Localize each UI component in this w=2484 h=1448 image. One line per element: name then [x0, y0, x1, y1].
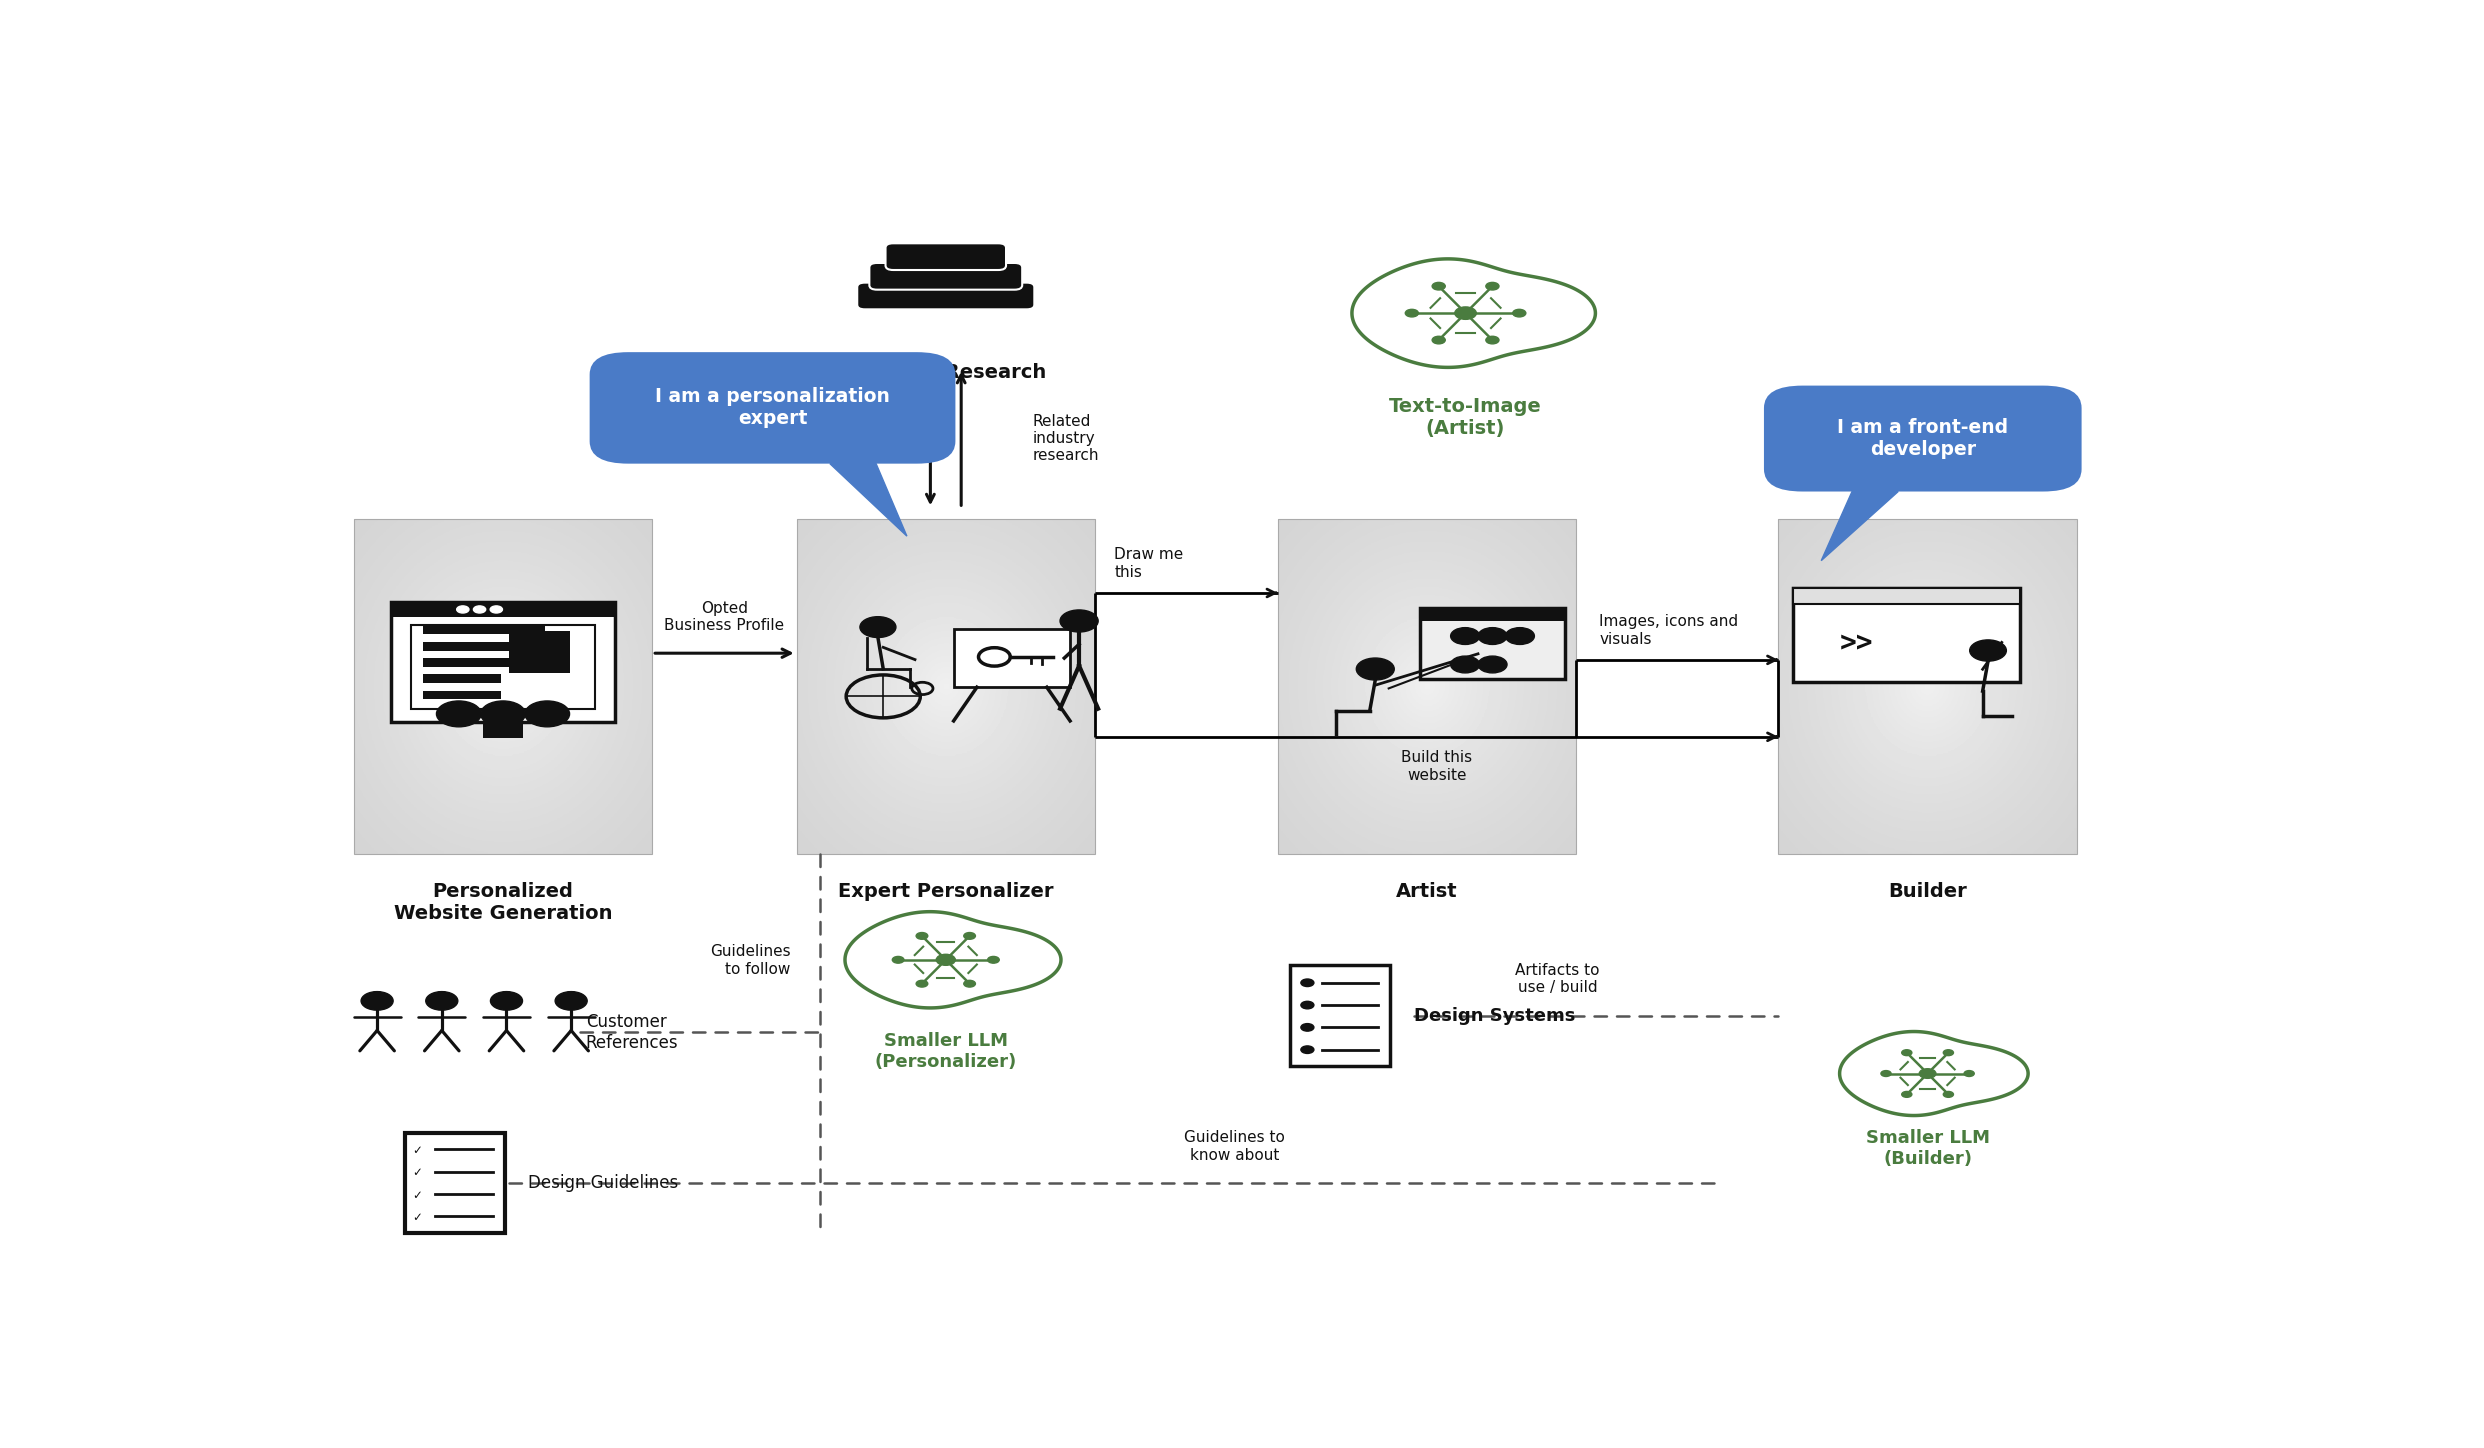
- Circle shape: [1485, 282, 1498, 290]
- Circle shape: [1478, 627, 1508, 644]
- Circle shape: [524, 701, 569, 727]
- Circle shape: [964, 933, 976, 940]
- Circle shape: [1433, 336, 1446, 343]
- Circle shape: [489, 605, 502, 613]
- Text: ✓: ✓: [412, 1144, 422, 1157]
- Circle shape: [1880, 1070, 1890, 1076]
- FancyBboxPatch shape: [482, 721, 524, 738]
- FancyBboxPatch shape: [1793, 588, 2019, 604]
- FancyBboxPatch shape: [392, 602, 614, 721]
- Circle shape: [1406, 310, 1418, 317]
- Circle shape: [1302, 979, 1314, 986]
- FancyBboxPatch shape: [1764, 385, 2082, 491]
- FancyBboxPatch shape: [869, 264, 1023, 290]
- Text: Related
industry
research: Related industry research: [1033, 414, 1098, 463]
- Circle shape: [554, 992, 586, 1011]
- Circle shape: [1451, 656, 1480, 673]
- FancyBboxPatch shape: [422, 691, 502, 699]
- Circle shape: [1061, 610, 1098, 631]
- Text: ✓: ✓: [412, 1211, 422, 1224]
- FancyBboxPatch shape: [422, 641, 546, 650]
- Circle shape: [1505, 627, 1535, 644]
- Text: Guidelines to
know about: Guidelines to know about: [1185, 1131, 1284, 1163]
- Text: Guidelines
to follow: Guidelines to follow: [710, 944, 790, 976]
- Circle shape: [1485, 336, 1498, 343]
- Text: Expert Personalizer: Expert Personalizer: [837, 882, 1053, 901]
- Circle shape: [1903, 1050, 1913, 1056]
- Circle shape: [1920, 1069, 1935, 1079]
- Text: Design Guidelines: Design Guidelines: [529, 1174, 678, 1192]
- Text: Design Systems: Design Systems: [1413, 1006, 1575, 1025]
- Text: I am a personalization
expert: I am a personalization expert: [656, 388, 889, 429]
- Circle shape: [489, 992, 522, 1011]
- Circle shape: [1456, 307, 1475, 320]
- Circle shape: [1451, 627, 1480, 644]
- FancyBboxPatch shape: [422, 659, 546, 666]
- FancyBboxPatch shape: [1421, 608, 1565, 679]
- Text: Opted
Business Profile: Opted Business Profile: [663, 601, 785, 633]
- Circle shape: [482, 701, 524, 727]
- Text: Customer
References: Customer References: [586, 1014, 678, 1051]
- Circle shape: [1302, 1024, 1314, 1031]
- Circle shape: [989, 957, 999, 963]
- Circle shape: [892, 957, 904, 963]
- Text: Artifacts to
use / build: Artifacts to use / build: [1515, 963, 1600, 995]
- Text: Smaller LLM
(Personalizer): Smaller LLM (Personalizer): [874, 1032, 1016, 1072]
- Text: Build this
website: Build this website: [1401, 750, 1473, 782]
- Circle shape: [1302, 1002, 1314, 1009]
- FancyBboxPatch shape: [392, 602, 614, 617]
- FancyBboxPatch shape: [1421, 608, 1565, 621]
- Circle shape: [917, 980, 929, 988]
- FancyBboxPatch shape: [589, 352, 956, 463]
- Circle shape: [1433, 282, 1446, 290]
- FancyBboxPatch shape: [1793, 588, 2019, 682]
- FancyBboxPatch shape: [857, 282, 1033, 310]
- Text: ✓: ✓: [412, 1189, 422, 1202]
- FancyBboxPatch shape: [422, 675, 502, 683]
- Circle shape: [1970, 640, 2007, 662]
- Circle shape: [1478, 656, 1508, 673]
- Circle shape: [1302, 1045, 1314, 1054]
- Circle shape: [437, 701, 482, 727]
- Text: Draw me
this: Draw me this: [1115, 547, 1182, 579]
- FancyBboxPatch shape: [1289, 966, 1391, 1066]
- FancyBboxPatch shape: [954, 628, 1071, 688]
- Text: Smaller LLM
(Builder): Smaller LLM (Builder): [1865, 1129, 1990, 1169]
- Text: Industry Research: Industry Research: [845, 363, 1046, 382]
- Circle shape: [1942, 1092, 1952, 1098]
- FancyBboxPatch shape: [509, 631, 569, 673]
- Circle shape: [1903, 1092, 1913, 1098]
- Circle shape: [1965, 1070, 1975, 1076]
- Text: Images, icons and
visuals: Images, icons and visuals: [1600, 614, 1739, 646]
- Circle shape: [917, 933, 929, 940]
- Polygon shape: [830, 463, 907, 536]
- Text: Text-to-Image
(Artist): Text-to-Image (Artist): [1389, 397, 1543, 437]
- Circle shape: [936, 954, 956, 966]
- Text: >>: >>: [1841, 628, 1873, 656]
- FancyBboxPatch shape: [405, 1132, 504, 1234]
- Text: Artist: Artist: [1396, 882, 1458, 901]
- Circle shape: [1356, 657, 1394, 681]
- Text: ✓: ✓: [412, 1166, 422, 1179]
- Text: I am a front-end
developer: I am a front-end developer: [1838, 418, 2010, 459]
- Circle shape: [425, 992, 457, 1011]
- Circle shape: [474, 605, 487, 613]
- Circle shape: [1513, 310, 1525, 317]
- Text: Personalized
Website Generation: Personalized Website Generation: [395, 882, 611, 922]
- Text: Builder: Builder: [1888, 882, 1967, 901]
- FancyBboxPatch shape: [884, 243, 1006, 269]
- FancyBboxPatch shape: [422, 626, 546, 634]
- Circle shape: [964, 980, 976, 988]
- Circle shape: [360, 992, 392, 1011]
- Circle shape: [859, 617, 897, 637]
- Polygon shape: [1821, 491, 1898, 560]
- Circle shape: [457, 605, 469, 613]
- Circle shape: [1942, 1050, 1952, 1056]
